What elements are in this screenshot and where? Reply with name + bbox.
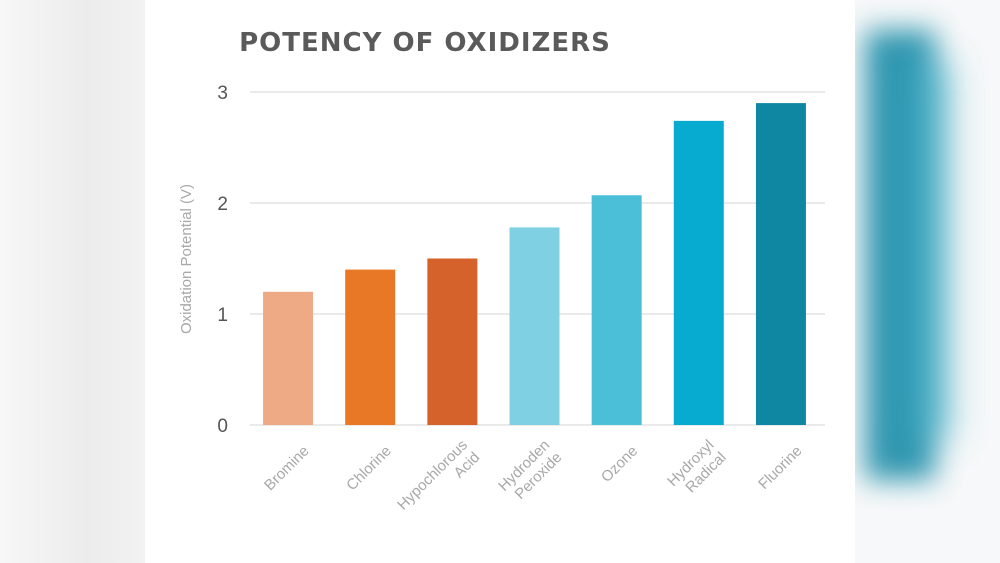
bar-hydroden-peroxide xyxy=(509,227,560,425)
blurred-bar-decoration xyxy=(910,60,950,440)
bar-hydroxyl-radical xyxy=(673,120,724,426)
x-axis-labels: Bromine Chlorine HypochlorousAcid HydrodenP… xyxy=(261,437,805,526)
x-tick-label: Chlorine xyxy=(343,443,395,495)
y-tick-label: 1 xyxy=(217,305,228,326)
chart-card xyxy=(145,0,855,563)
bar-bromine xyxy=(263,291,314,425)
bar-hypochlorous-acid xyxy=(427,258,478,425)
x-tick-label: HydroxylRadical xyxy=(664,437,729,502)
bars xyxy=(263,103,806,426)
y-tick-label: 2 xyxy=(217,194,228,215)
x-tick-label: Ozone xyxy=(598,443,641,486)
x-tick-label-line: Fluorine xyxy=(755,443,805,493)
bar-fluorine xyxy=(755,103,806,425)
y-tick-label: 3 xyxy=(217,83,228,104)
x-tick-label: HypochlorousAcid xyxy=(394,437,483,526)
bar-chlorine xyxy=(345,269,396,425)
x-tick-label-line: Ozone xyxy=(598,443,641,486)
y-axis-label: Oxidation Potential (V) xyxy=(178,184,195,334)
x-tick-label: Bromine xyxy=(261,443,313,495)
x-tick-label: Fluorine xyxy=(755,443,805,493)
x-tick-label: HydrodenPeroxide xyxy=(495,437,565,507)
y-tick-label: 0 xyxy=(217,416,228,437)
bar-ozone xyxy=(591,195,642,425)
chart-title: POTENCY OF OXIDIZERS xyxy=(239,28,611,58)
x-tick-label-line: Chlorine xyxy=(343,443,395,495)
y-axis-ticks: 0 1 2 3 xyxy=(217,83,228,437)
right-background xyxy=(855,0,1000,563)
left-background xyxy=(0,0,145,563)
x-tick-label-line: Bromine xyxy=(261,443,313,495)
